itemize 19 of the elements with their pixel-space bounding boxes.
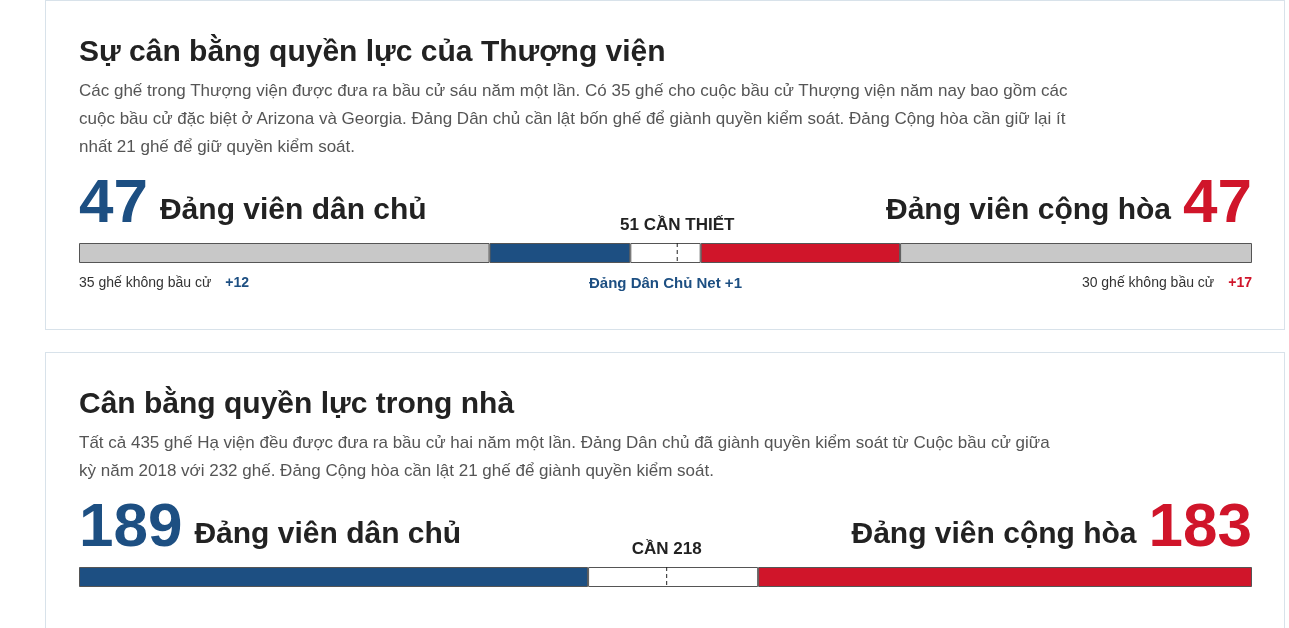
- text: 183: [1148, 489, 1252, 559]
- text: Đảng viên cộng hòa: [851, 515, 1137, 549]
- chart-title: Sự cân bằng quyền lực của Thượng viện: [79, 33, 667, 69]
- text: 35 ghế không bầu cử: [79, 274, 212, 290]
- text: Đảng viên dân chủ: [159, 191, 427, 225]
- text: +12: [225, 274, 250, 290]
- text: 189: [79, 489, 183, 559]
- chart-subtitle: Các ghế trong Thượng viện được đưa ra bầu cử sáu năm một lần. Có 35 ghế cho cuộc bầu cử Thượng viện năm nay bao gồm các cuộc bầu cử đặc biệt ở Arizona và Georgia. Đảng Dân chủ cần lật bốn ghế để giành quyền kiểm soát. Đảng Cộng hòa cần giữ lại ít nhất 21 ghế để giữ quyền kiểm soát.: [79, 80, 1069, 158]
- ref-line-label: 51 CẦN THIẾT: [620, 215, 735, 234]
- text: 30 ghế không bầu cử: [1081, 274, 1215, 290]
- text: Đảng Dân Chủ Net +1: [589, 273, 742, 291]
- text: Đảng viên cộng hòa: [886, 191, 1172, 225]
- text: 47: [1183, 165, 1252, 235]
- text: +17: [1228, 274, 1253, 290]
- text: 47: [79, 165, 148, 235]
- text: Đảng viên dân chủ: [194, 515, 462, 549]
- ref-line-label: CẦN 218: [631, 539, 702, 558]
- chart-title: Cân bằng quyền lực trong nhà: [79, 385, 516, 421]
- chart-subtitle: Tất cả 435 ghế Hạ viện đều được đưa ra bầu cử hai năm một lần. Đảng Dân chủ đã giành quyền kiểm soát từ Cuộc bầu cử giữa kỳ năm 2018 với 232 ghế. Đảng Cộng hòa cần lật 21 ghế để giành quyền kiểm soát.: [79, 432, 1051, 482]
